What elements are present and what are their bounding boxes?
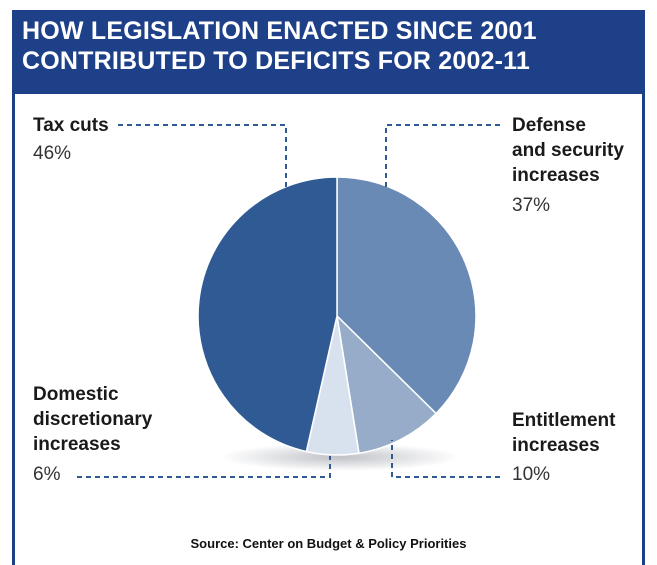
label-defense-line-2: and security [512, 140, 624, 161]
pie-shadow [220, 443, 460, 471]
leader-entitlement [391, 440, 500, 478]
label-tax-cuts: Tax cuts [33, 115, 109, 136]
label-domestic-line-2: discretionary [33, 409, 153, 430]
slice-defense [336, 176, 477, 415]
label-domestic-line-3: increases [33, 434, 121, 455]
leader-domestic [77, 456, 331, 478]
chart-title-line-1: HOW LEGISLATION ENACTED SINCE 2001 [22, 17, 537, 45]
slice-entitlement [335, 313, 438, 455]
leader-defense [385, 124, 500, 188]
value-defense: 37% [512, 195, 551, 216]
label-entitlement-line-1: Entitlement [512, 410, 616, 431]
source-note: Source: Center on Budget & Policy Priori… [190, 536, 467, 551]
slice-tax-cuts [197, 176, 338, 453]
value-entitlement: 10% [512, 464, 551, 485]
label-defense-line-1: Defense [512, 115, 586, 136]
chart-title-line-2: CONTRIBUTED TO DEFICITS FOR 2002-11 [22, 47, 531, 75]
value-tax-cuts: 46% [33, 143, 72, 164]
label-entitlement-line-2: increases [512, 435, 600, 456]
value-domestic: 6% [33, 464, 61, 485]
title-banner [12, 10, 645, 94]
label-domestic-line-1: Domestic [33, 384, 119, 405]
label-defense-line-3: increases [512, 165, 600, 186]
leader-tax-cuts [118, 124, 287, 188]
